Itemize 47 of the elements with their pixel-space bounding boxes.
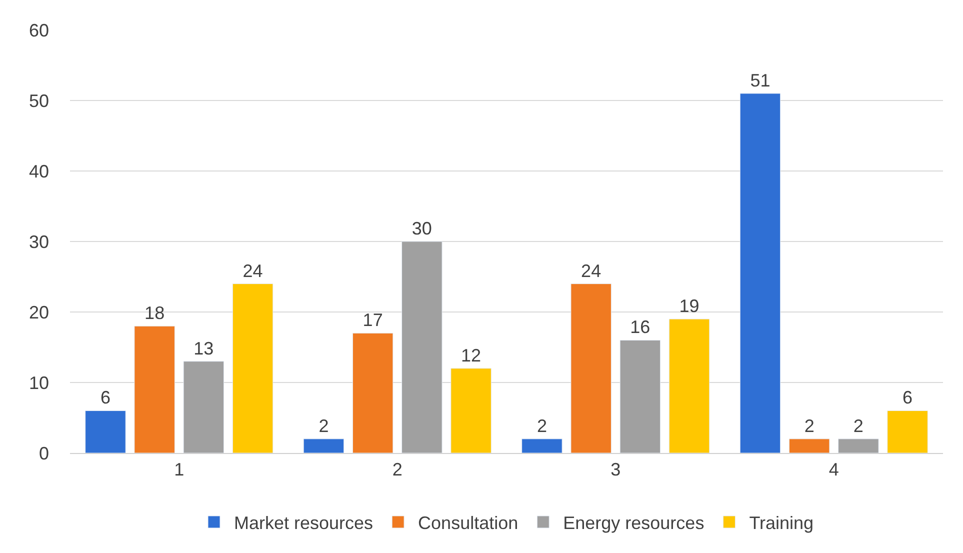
y-tick-label: 10 [28, 372, 49, 393]
bar [85, 410, 126, 453]
bar [232, 284, 274, 453]
bar [838, 438, 879, 453]
bar [740, 93, 781, 453]
data-label: 51 [750, 70, 770, 90]
data-label: 6 [902, 388, 913, 408]
bar [887, 410, 928, 453]
y-tick-label: 20 [28, 302, 49, 322]
bar [668, 318, 710, 453]
bar [570, 284, 612, 453]
bar [402, 241, 442, 453]
bar [134, 326, 175, 453]
x-tick-label: 3 [610, 460, 621, 480]
bar [303, 438, 344, 453]
legend-label: Consultation [418, 512, 518, 533]
bar [788, 438, 830, 453]
data-label: 17 [362, 310, 383, 330]
data-label: 19 [679, 296, 700, 316]
x-tick-label: 4 [828, 460, 839, 480]
data-label: 6 [100, 388, 110, 408]
y-tick-label: 0 [38, 443, 49, 464]
data-label: 2 [536, 416, 547, 436]
bar [522, 438, 562, 453]
legend-label: Training [749, 512, 814, 533]
data-label: 2 [804, 416, 814, 436]
bar [183, 361, 224, 453]
bar [450, 368, 492, 453]
x-tick-label: 2 [392, 460, 402, 480]
bar [620, 340, 661, 453]
data-label: 2 [853, 416, 864, 436]
data-label: 18 [144, 303, 165, 324]
data-label: 24 [581, 260, 602, 281]
data-label: 2 [318, 416, 329, 436]
y-tick-label: 60 [28, 20, 49, 40]
data-label: 24 [242, 260, 263, 281]
data-label: 30 [412, 218, 432, 238]
y-tick-label: 50 [28, 90, 49, 111]
legend-label: Energy resources [563, 512, 704, 533]
legend-label: Market resources [234, 512, 374, 533]
data-label: 13 [194, 338, 214, 358]
y-tick-label: 30 [28, 232, 49, 252]
data-label: 16 [630, 317, 650, 338]
bar [352, 332, 394, 453]
x-tick-label: 1 [174, 460, 184, 480]
y-tick-label: 40 [28, 161, 49, 182]
data-label: 12 [461, 345, 482, 366]
